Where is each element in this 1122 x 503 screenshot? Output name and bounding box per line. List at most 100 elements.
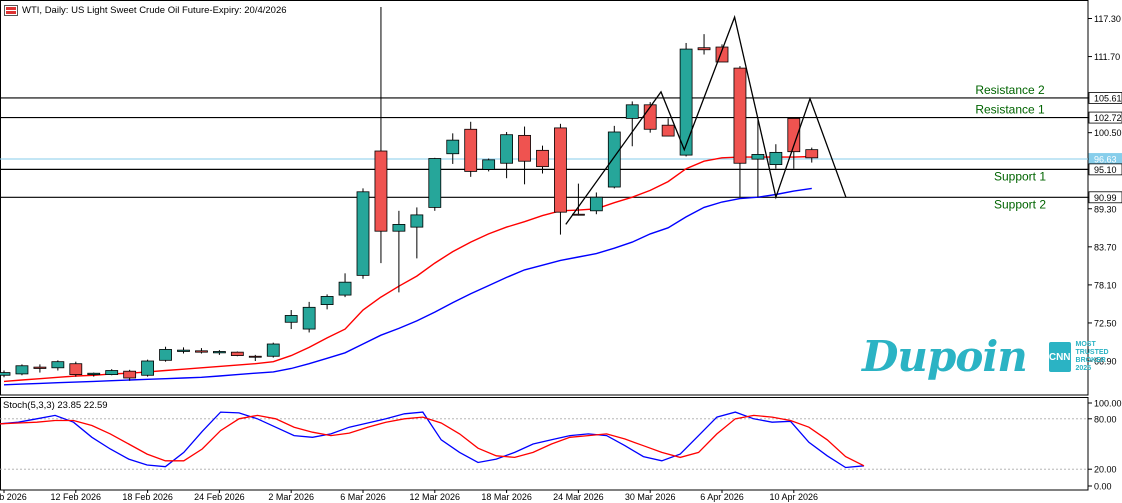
time-tick-label: 6 Mar 2026 bbox=[340, 492, 386, 502]
candle-body bbox=[500, 134, 514, 164]
candle-body bbox=[356, 191, 370, 276]
candle-body bbox=[518, 134, 531, 162]
stoch-tick-label: 100.00 bbox=[1094, 399, 1122, 409]
candle-body bbox=[320, 296, 334, 305]
price-tick-label: 66.90 bbox=[1094, 357, 1117, 367]
level-label: Support 2 bbox=[994, 197, 1046, 211]
time-tick-label: 2 Mar 2026 bbox=[268, 492, 314, 502]
time-tick-label: 18 Feb 2026 bbox=[122, 492, 173, 502]
logo-wordmark: Dupoin bbox=[862, 332, 1028, 381]
time-tick-label: 12 Feb 2026 bbox=[51, 492, 102, 502]
candle-body bbox=[751, 154, 765, 160]
candle-body bbox=[159, 349, 172, 361]
candle-body bbox=[302, 306, 316, 330]
candle-body bbox=[87, 372, 101, 375]
price-tick-label: 78.10 bbox=[1094, 280, 1117, 290]
candle-body bbox=[482, 159, 496, 170]
candle-body bbox=[410, 214, 424, 228]
stoch-tick-label: 80.00 bbox=[1094, 414, 1117, 424]
time-tick-label: 24 Feb 2026 bbox=[194, 492, 245, 502]
ma-fast-line bbox=[3, 155, 812, 383]
stoch-k-line bbox=[0, 411, 865, 469]
candle-body bbox=[0, 372, 11, 376]
ma-slow-line bbox=[3, 187, 812, 386]
logo-tag-line: TRUSTED bbox=[1075, 349, 1109, 356]
candle-body bbox=[464, 128, 478, 172]
time-tick-label: 12 Mar 2026 bbox=[410, 492, 461, 502]
candle-body bbox=[123, 370, 137, 379]
candle-body bbox=[787, 117, 801, 153]
candle-body bbox=[428, 158, 442, 208]
stoch-tick-label: 0.00 bbox=[1094, 482, 1112, 492]
candle-body bbox=[212, 351, 226, 354]
stoch-tick-label: 20.00 bbox=[1094, 465, 1117, 475]
time-tick-label: 18 Mar 2026 bbox=[481, 492, 532, 502]
cnn-badge: CNN bbox=[1048, 342, 1071, 372]
candle-body bbox=[141, 360, 155, 376]
time-tick-label: 6 Apr 2026 bbox=[700, 492, 744, 502]
price-tick-label: 95.10 bbox=[1094, 165, 1117, 175]
chart-title-bar: WTI, Daily: US Light Sweet Crude Oil Fut… bbox=[4, 3, 287, 17]
price-tag-box bbox=[1088, 111, 1122, 124]
candle-body bbox=[33, 366, 47, 369]
candle-body bbox=[625, 104, 639, 119]
candle-body bbox=[392, 224, 406, 232]
candle-body bbox=[607, 131, 621, 188]
candle-body bbox=[15, 365, 29, 375]
logo-tag-line: BROKER bbox=[1075, 357, 1106, 364]
candle-body bbox=[572, 213, 585, 216]
candle-body bbox=[51, 361, 65, 369]
candle-body bbox=[554, 127, 567, 213]
candle-body bbox=[769, 151, 783, 166]
candle-body bbox=[374, 150, 388, 232]
price-tick-label: 100.50 bbox=[1094, 128, 1122, 138]
logo-tag-line: 2025 bbox=[1075, 365, 1092, 372]
candle-body bbox=[177, 349, 190, 352]
price-tick-label: 83.70 bbox=[1094, 242, 1117, 252]
price-tick-label: 89.30 bbox=[1094, 204, 1117, 214]
candle-body bbox=[195, 350, 208, 353]
price-tag-box bbox=[1088, 163, 1122, 176]
time-tick-label: 30 Mar 2026 bbox=[625, 492, 676, 502]
stoch-d-line bbox=[0, 414, 865, 467]
candle-body bbox=[805, 149, 819, 159]
time-tick-label: 6 Feb 2026 bbox=[0, 492, 27, 502]
candle-body bbox=[679, 48, 693, 156]
candle-body bbox=[643, 104, 657, 130]
candle-body bbox=[697, 47, 711, 51]
stochastic-panel-frame bbox=[0, 397, 1089, 491]
price-tick-label: 111.70 bbox=[1094, 52, 1120, 62]
price-tick-label: 90.99 bbox=[1094, 193, 1117, 203]
candle-body bbox=[105, 370, 119, 375]
time-tick-label: 24 Mar 2026 bbox=[553, 492, 604, 502]
stochastic-label: Stoch(5,3,3) 23.85 22.59 bbox=[3, 400, 108, 411]
price-tick-label: 105.61 bbox=[1094, 93, 1122, 103]
level-label: Support 1 bbox=[994, 169, 1046, 183]
price-tag-box bbox=[1088, 191, 1122, 204]
level-label: Resistance 2 bbox=[975, 83, 1045, 97]
chart-title: WTI, Daily: US Light Sweet Crude Oil Fut… bbox=[22, 4, 287, 16]
pattern-line bbox=[565, 14, 847, 225]
price-tick-label: 102.72 bbox=[1094, 113, 1122, 123]
candle-body bbox=[536, 149, 549, 168]
logo-tagline: MOST TRUSTED BROKER 2025 bbox=[1076, 341, 1109, 373]
candle-body bbox=[69, 363, 83, 375]
candle-body bbox=[661, 124, 675, 137]
candle-body bbox=[248, 355, 262, 358]
price-tick-label: 72.50 bbox=[1094, 318, 1117, 328]
candle-body bbox=[230, 351, 244, 356]
candle-body bbox=[338, 281, 352, 296]
candle-body bbox=[284, 315, 298, 323]
level-label: Resistance 1 bbox=[975, 103, 1045, 117]
candle-body bbox=[589, 196, 603, 212]
price-tick-label: 96.63 bbox=[1094, 154, 1117, 164]
broker-logo: Dupoin CNN MOST TRUSTED BROKER 2025 bbox=[862, 332, 1109, 382]
chart-symbol-icon bbox=[4, 4, 18, 16]
logo-tag-line: MOST bbox=[1075, 341, 1096, 348]
candle-body bbox=[446, 139, 460, 155]
candle-body bbox=[733, 67, 747, 164]
price-tick-label: 117.30 bbox=[1094, 14, 1121, 24]
candle-body bbox=[266, 343, 280, 357]
price-tag-box bbox=[1088, 92, 1122, 104]
